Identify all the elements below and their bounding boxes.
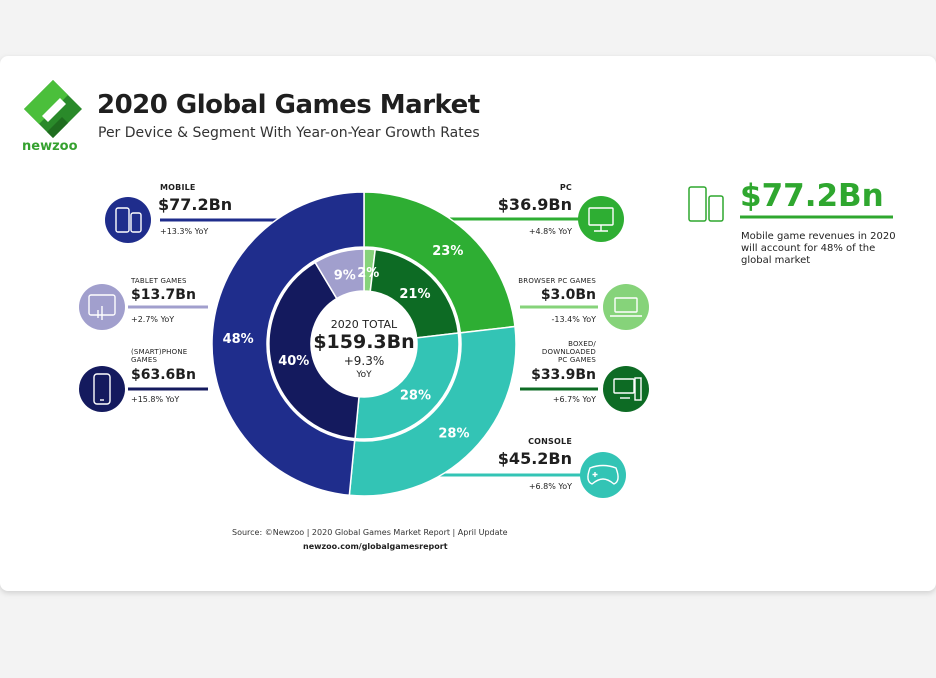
smartphone-icon [79, 366, 125, 412]
boxed-name-2: DOWNLOADED [541, 348, 596, 356]
inner-slice-label-4: 9% [334, 269, 356, 284]
tablet-value: $13.7Bn [131, 287, 196, 303]
boxed-name: BOXED/ [568, 340, 596, 348]
donut-hole [311, 291, 417, 397]
mobile-devices-icon [105, 197, 151, 243]
outer-slice-1 [348, 325, 517, 497]
browser-yoy: -13.4% YoY [551, 315, 596, 324]
newzoo-logo-icon [24, 80, 82, 138]
boxed-yoy: +6.7% YoY [552, 395, 596, 404]
page-subtitle: Per Device & Segment With Year-on-Year G… [98, 125, 480, 141]
laptop-icon [603, 284, 649, 330]
monitor-icon [578, 196, 624, 242]
console-yoy: +6.8% YoY [528, 482, 572, 491]
total-growth-unit: YoY [356, 370, 372, 380]
inner-slice-label-2: 28% [400, 388, 431, 403]
outer-slice-label-2: 48% [223, 332, 254, 347]
brand-name: newzoo [22, 139, 78, 154]
browser-name: BROWSER PC GAMES [518, 277, 596, 285]
phone-name: (SMART)PHONE [131, 348, 188, 356]
ring-labels: 23% 28% 48% 2% 21% 28% 40% 9% [223, 244, 470, 441]
desktop-computer-icon [603, 366, 649, 412]
phone-value: $63.6Bn [131, 367, 196, 383]
total-value: $159.3Bn [313, 331, 415, 353]
console-value: $45.2Bn [497, 449, 572, 468]
browser-value: $3.0Bn [540, 287, 596, 303]
total-label: 2020 TOTAL [330, 318, 398, 331]
gamepad-icon [580, 452, 626, 498]
callout-mobile-devices-icon [688, 186, 724, 222]
callout-text: Mobile game revenues in 2020 will accoun… [741, 231, 896, 266]
pc-name: PC [559, 183, 572, 192]
page-title: 2020 Global Games Market [97, 90, 480, 120]
tablet-name: TABLET GAMES [131, 277, 187, 285]
outer-slice-2 [211, 191, 365, 497]
outer-ring [211, 191, 517, 497]
inner-slice-label-0: 2% [357, 266, 379, 281]
outer-slice-label-0: 23% [432, 244, 463, 259]
mobile-yoy: +13.3% YoY [160, 227, 209, 236]
inner-slice-label-3: 40% [278, 354, 309, 369]
boxed-value: $33.9Bn [531, 367, 596, 383]
source-text: Source: ©Newzoo | 2020 Global Games Mark… [232, 528, 508, 537]
boxed-name-3: PC GAMES [557, 356, 596, 364]
console-name: CONSOLE [528, 437, 572, 446]
pc-yoy: +4.8% YoY [528, 227, 572, 236]
pc-value: $36.9Bn [497, 195, 572, 214]
callout-value: $77.2Bn [740, 178, 884, 214]
total-growth: +9.3% [343, 354, 385, 368]
phone-yoy: +15.8% YoY [131, 395, 180, 404]
outer-slice-label-1: 28% [438, 426, 469, 441]
tablet-yoy: +2.7% YoY [131, 315, 175, 324]
mobile-name: MOBILE [160, 183, 196, 192]
phone-name-2: GAMES [131, 356, 158, 364]
source-url: newzoo.com/globalgamesreport [303, 542, 448, 551]
inner-slice-label-1: 21% [399, 287, 430, 302]
mobile-value: $77.2Bn [158, 195, 233, 214]
